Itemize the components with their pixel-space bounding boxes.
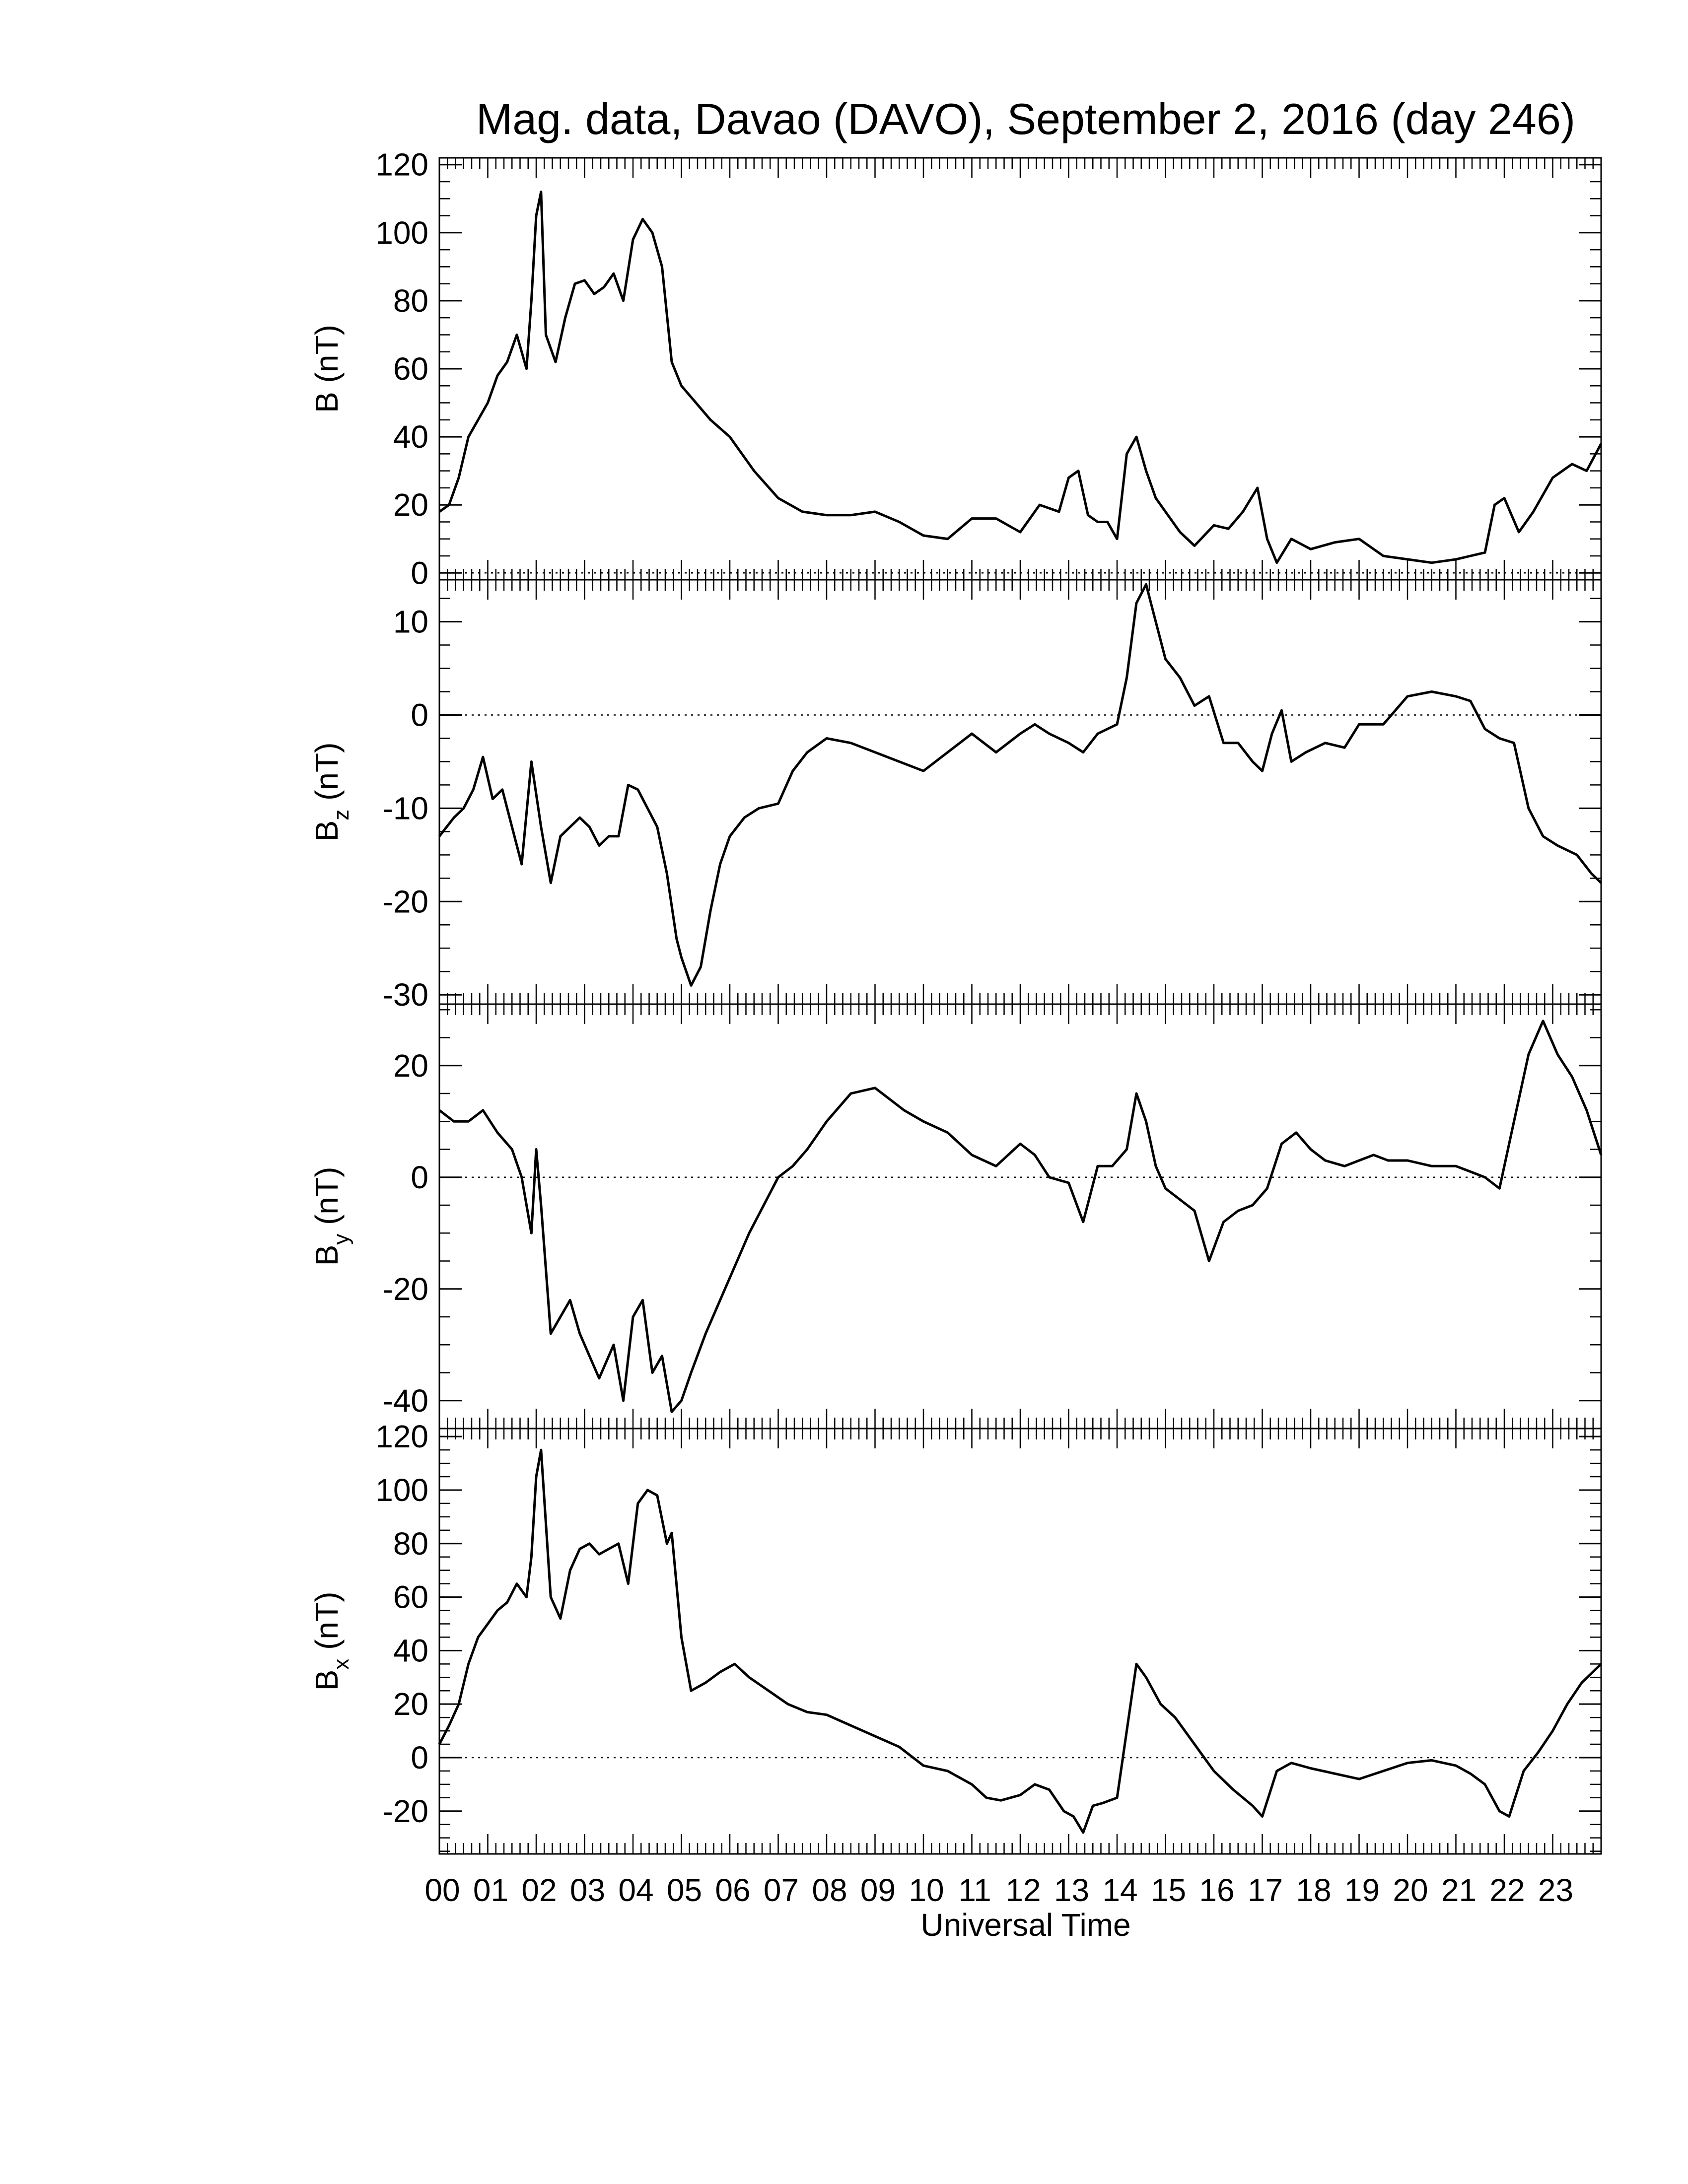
x-tick-label: 09 [860,1872,896,1908]
y-tick-label: 0 [411,1160,428,1195]
x-axis-label: Universal Time [920,1907,1130,1943]
y-tick-label: 60 [393,351,428,387]
x-tick-label: 10 [909,1872,944,1908]
x-tick-label: 00 [424,1872,460,1908]
y-axis-label: Bz (nT) [309,743,353,842]
y-tick-label: 0 [411,697,428,733]
y-tick-label: 80 [393,283,428,319]
x-tick-label: 15 [1151,1872,1186,1908]
series-line [438,583,1602,987]
x-tick-label: 23 [1538,1872,1573,1908]
x-tick-label: 11 [958,1872,991,1908]
y-tick-label: 120 [375,147,428,183]
x-tick-label: 13 [1054,1872,1089,1908]
x-tick-label: 05 [667,1872,702,1908]
y-tick-label: 20 [393,1686,428,1722]
y-tick-label: 60 [393,1579,428,1615]
x-tick-label: 18 [1296,1872,1331,1908]
x-tick-label: 14 [1102,1872,1137,1908]
x-tick-label: 22 [1489,1872,1525,1908]
y-tick-label: 20 [393,1048,428,1084]
y-tick-label: -40 [383,1383,429,1419]
x-tick-label: 04 [618,1872,653,1908]
panel-1: 0 20 40 60 80 100 120 B (nT) [309,147,1603,591]
x-tick-label: 08 [812,1872,847,1908]
y-tick-label: 40 [393,419,428,455]
x-tick-label: 01 [473,1872,508,1908]
panel-2: -30 -20 -10 0 10 Bz (nT) [309,579,1602,1013]
x-tick-label: 20 [1393,1872,1428,1908]
x-tick-label: 21 [1441,1872,1477,1908]
y-tick-label: 40 [393,1633,428,1668]
y-tick-label: -20 [383,1271,429,1307]
x-tick-label: 16 [1199,1872,1234,1908]
series-line [438,1020,1603,1413]
y-axis-label: Bx (nT) [309,1592,353,1691]
x-tick-label: 02 [521,1872,557,1908]
y-axis-label: B (nT) [309,325,345,413]
panels-layer: 0 20 40 60 80 100 120 B (nT) -30 -20 -10 0 10 Bz (nT)… [309,147,1603,1855]
y-tick-label: 120 [375,1419,428,1454]
series-line [438,1448,1602,1834]
y-tick-label: -20 [383,884,429,919]
panel-4: -20 0 20 40 60 80 100 120 Bx (nT) [309,1419,1602,1855]
y-tick-label: 100 [375,1472,428,1508]
y-tick-label: 100 [375,215,428,251]
x-tick-label: 19 [1344,1872,1380,1908]
y-tick-label: 80 [393,1526,428,1562]
y-axis-label: By (nT) [309,1167,353,1266]
x-tick-label: 12 [1005,1872,1041,1908]
x-tick-label: 06 [715,1872,750,1908]
y-tick-label: 0 [411,1740,428,1775]
y-tick-label: 10 [393,604,428,640]
y-tick-label: -10 [383,790,429,826]
x-tick-label: 17 [1248,1872,1283,1908]
x-tick-label: 07 [764,1872,799,1908]
y-tick-label: -20 [383,1793,429,1829]
y-tick-label: 20 [393,487,428,523]
chart-title: Mag. data, Davao (DAVO), September 2, 20… [476,94,1575,143]
x-tick-label: 03 [570,1872,605,1908]
y-tick-label: -30 [383,977,429,1013]
y-tick-label: 0 [411,555,428,591]
x-axis: 00 01 02 03 04 05 06 07 08 09 10 11 12 13 14 15 16 17 18 19… [424,1872,1573,1908]
series-line [438,191,1603,564]
